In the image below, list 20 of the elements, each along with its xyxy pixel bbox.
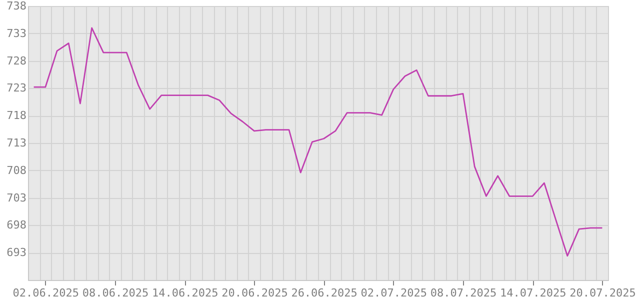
x-tick-label: 14.06.2025 — [152, 286, 218, 300]
y-tick-label: 733 — [6, 26, 26, 40]
x-tick-label: 08.06.2025 — [82, 286, 149, 300]
y-tick-label: 708 — [6, 164, 26, 177]
y-tick-label: 728 — [6, 54, 26, 68]
y-tick-label: 718 — [6, 109, 26, 122]
x-tick-label: 08.07.2025 — [430, 286, 497, 300]
x-tick-label: 20.06.2025 — [222, 286, 288, 300]
x-tick-label: 20.07.2025 — [570, 286, 636, 300]
y-tick-label: 738 — [6, 0, 26, 12]
y-tick-label: 703 — [6, 191, 26, 204]
y-tick-label: 693 — [6, 246, 26, 260]
x-tick-label: 14.07.2025 — [500, 286, 566, 300]
y-tick-label: 698 — [6, 218, 26, 232]
y-tick-label: 723 — [6, 82, 26, 95]
x-tick-label: 02.06.2025 — [12, 286, 80, 300]
x-tick-label: 02.07.2025 — [360, 286, 428, 300]
line-series — [33, 27, 603, 257]
x-tick-label: 26.06.2025 — [291, 286, 358, 300]
y-tick-label: 713 — [6, 136, 26, 150]
